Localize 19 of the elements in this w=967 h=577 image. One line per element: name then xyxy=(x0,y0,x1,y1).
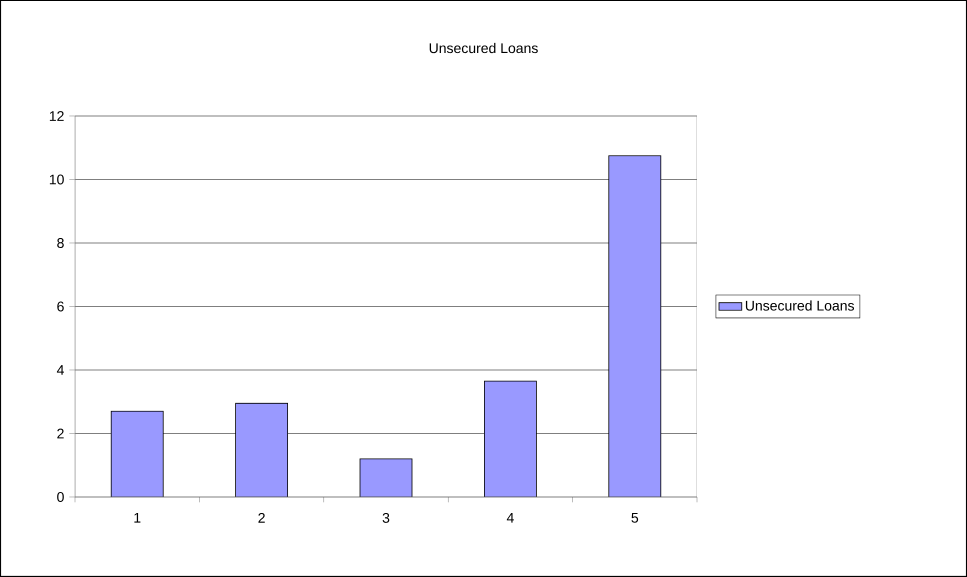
bar xyxy=(608,155,662,497)
bar xyxy=(110,410,164,497)
x-tick-label: 2 xyxy=(258,512,265,523)
bar xyxy=(360,458,412,497)
y-tick-label: 2 xyxy=(57,428,64,438)
y-tick-label: 10 xyxy=(50,174,64,184)
y-tick-label: 8 xyxy=(57,238,64,248)
x-tick-label: 4 xyxy=(506,512,514,523)
chart-title: Unsecured Loans xyxy=(430,42,538,54)
bar xyxy=(235,402,288,497)
bar xyxy=(484,380,537,497)
x-tick-label: 3 xyxy=(382,512,390,523)
legend-label: Unsecured Loans xyxy=(746,300,854,311)
y-tick-label: 0 xyxy=(57,492,64,502)
y-tick-label: 12 xyxy=(50,111,64,121)
x-tick-label: 1 xyxy=(134,512,140,523)
y-tick-label: 4 xyxy=(56,365,64,375)
y-tick-label: 6 xyxy=(57,302,64,312)
x-tick-label: 5 xyxy=(631,512,638,523)
